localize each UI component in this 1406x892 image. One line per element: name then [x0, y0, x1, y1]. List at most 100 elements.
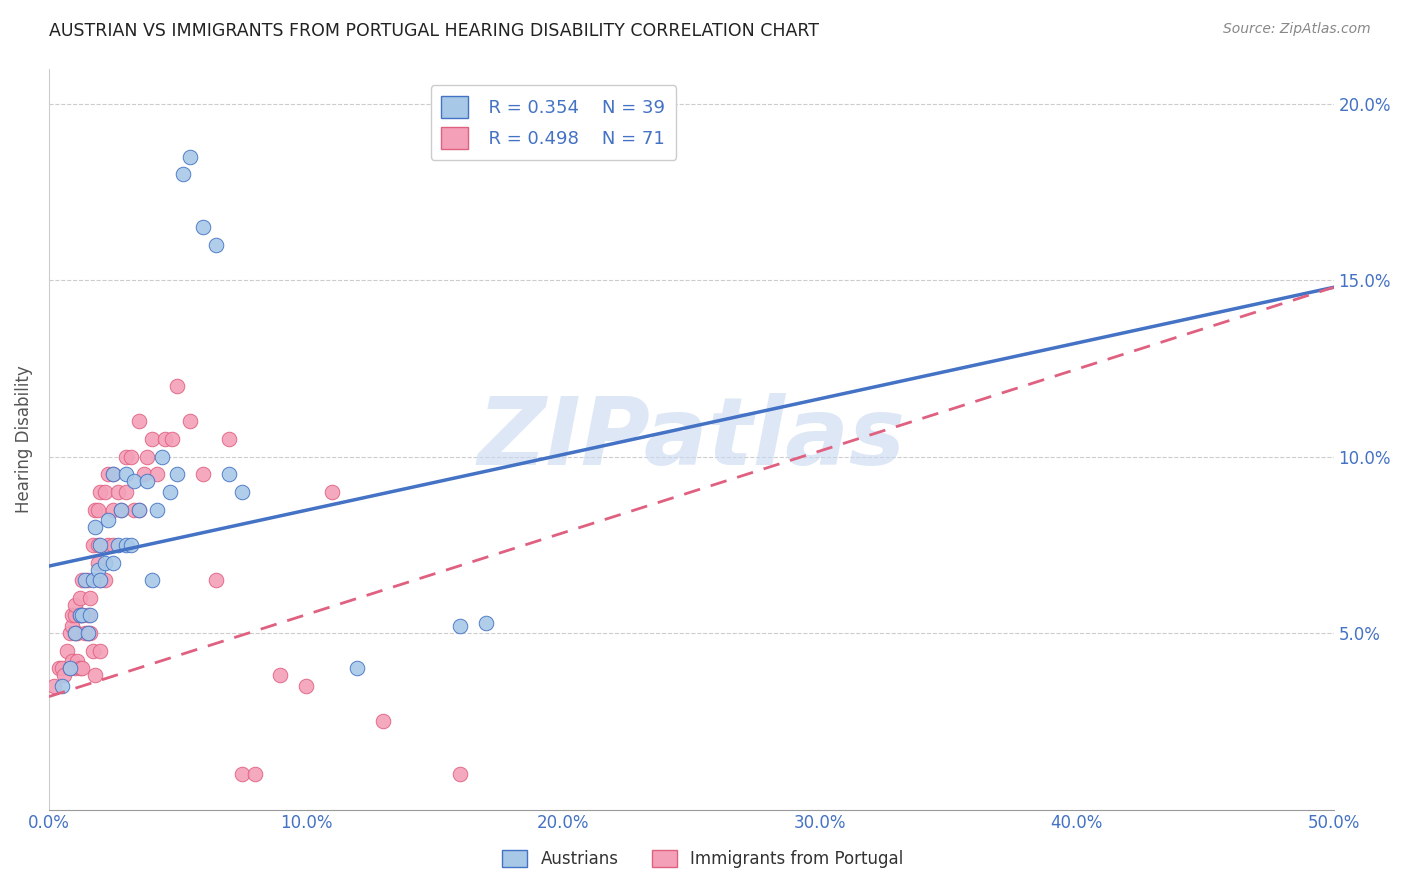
Point: [179, 414, 201, 428]
Point: [166, 379, 188, 393]
Point: [128, 502, 150, 516]
Point: [79, 608, 101, 623]
Point: [58, 661, 80, 675]
Point: [56, 644, 79, 658]
Point: [346, 661, 368, 675]
Point: [63, 661, 86, 675]
Point: [172, 167, 194, 181]
Point: [66, 654, 89, 668]
Point: [103, 467, 125, 482]
Point: [110, 502, 132, 516]
Point: [218, 467, 240, 482]
Point: [66, 626, 89, 640]
Point: [89, 485, 111, 500]
Point: [153, 432, 176, 446]
Text: AUSTRIAN VS IMMIGRANTS FROM PORTUGAL HEARING DISABILITY CORRELATION CHART: AUSTRIAN VS IMMIGRANTS FROM PORTUGAL HEA…: [49, 22, 820, 40]
Point: [371, 714, 394, 729]
Point: [115, 485, 138, 500]
Point: [72, 573, 94, 587]
Point: [103, 538, 125, 552]
Point: [146, 467, 169, 482]
Point: [159, 485, 181, 500]
Point: [191, 467, 214, 482]
Point: [60, 608, 83, 623]
Text: ZIPatlas: ZIPatlas: [477, 393, 905, 485]
Point: [84, 520, 107, 534]
Point: [115, 467, 138, 482]
Point: [115, 450, 138, 464]
Point: [51, 679, 73, 693]
Point: [73, 626, 96, 640]
Point: [103, 467, 125, 482]
Point: [87, 502, 110, 516]
Point: [132, 467, 155, 482]
Point: [110, 502, 132, 516]
Point: [94, 573, 117, 587]
Point: [72, 608, 94, 623]
Point: [243, 767, 266, 781]
Point: [60, 619, 83, 633]
Point: [82, 644, 104, 658]
Point: [69, 661, 91, 675]
Point: [82, 573, 104, 587]
Point: [97, 513, 120, 527]
Point: [449, 619, 471, 633]
Point: [97, 538, 120, 552]
Point: [51, 661, 73, 675]
Point: [69, 608, 91, 623]
Point: [69, 591, 91, 605]
Point: [94, 485, 117, 500]
Point: [63, 626, 86, 640]
Point: [63, 598, 86, 612]
Point: [179, 150, 201, 164]
Point: [84, 502, 107, 516]
Point: [76, 626, 98, 640]
Point: [79, 626, 101, 640]
Point: [231, 767, 253, 781]
Point: [103, 556, 125, 570]
Point: [73, 573, 96, 587]
Point: [87, 538, 110, 552]
Point: [103, 502, 125, 516]
Point: [162, 432, 184, 446]
Point: [89, 538, 111, 552]
Point: [107, 485, 129, 500]
Point: [135, 450, 157, 464]
Point: [97, 467, 120, 482]
Point: [205, 238, 228, 252]
Point: [122, 475, 145, 489]
Point: [87, 563, 110, 577]
Point: [295, 679, 318, 693]
Point: [120, 538, 142, 552]
Point: [269, 668, 291, 682]
Point: [166, 467, 188, 482]
Point: [205, 573, 228, 587]
Point: [53, 668, 76, 682]
Point: [76, 626, 98, 640]
Point: [150, 450, 173, 464]
Point: [449, 767, 471, 781]
Text: Source: ZipAtlas.com: Source: ZipAtlas.com: [1223, 22, 1371, 37]
Point: [141, 432, 163, 446]
Point: [89, 573, 111, 587]
Legend: Austrians, Immigrants from Portugal: Austrians, Immigrants from Portugal: [496, 843, 910, 875]
Point: [76, 573, 98, 587]
Point: [72, 608, 94, 623]
Point: [218, 432, 240, 446]
Point: [63, 626, 86, 640]
Point: [42, 679, 65, 693]
Point: [72, 661, 94, 675]
Point: [128, 414, 150, 428]
Point: [58, 661, 80, 675]
Point: [321, 485, 343, 500]
Point: [60, 654, 83, 668]
Point: [146, 502, 169, 516]
Point: [82, 538, 104, 552]
Point: [115, 538, 138, 552]
Point: [191, 220, 214, 235]
Point: [48, 661, 70, 675]
Point: [231, 485, 253, 500]
Point: [87, 556, 110, 570]
Point: [58, 626, 80, 640]
Point: [69, 608, 91, 623]
